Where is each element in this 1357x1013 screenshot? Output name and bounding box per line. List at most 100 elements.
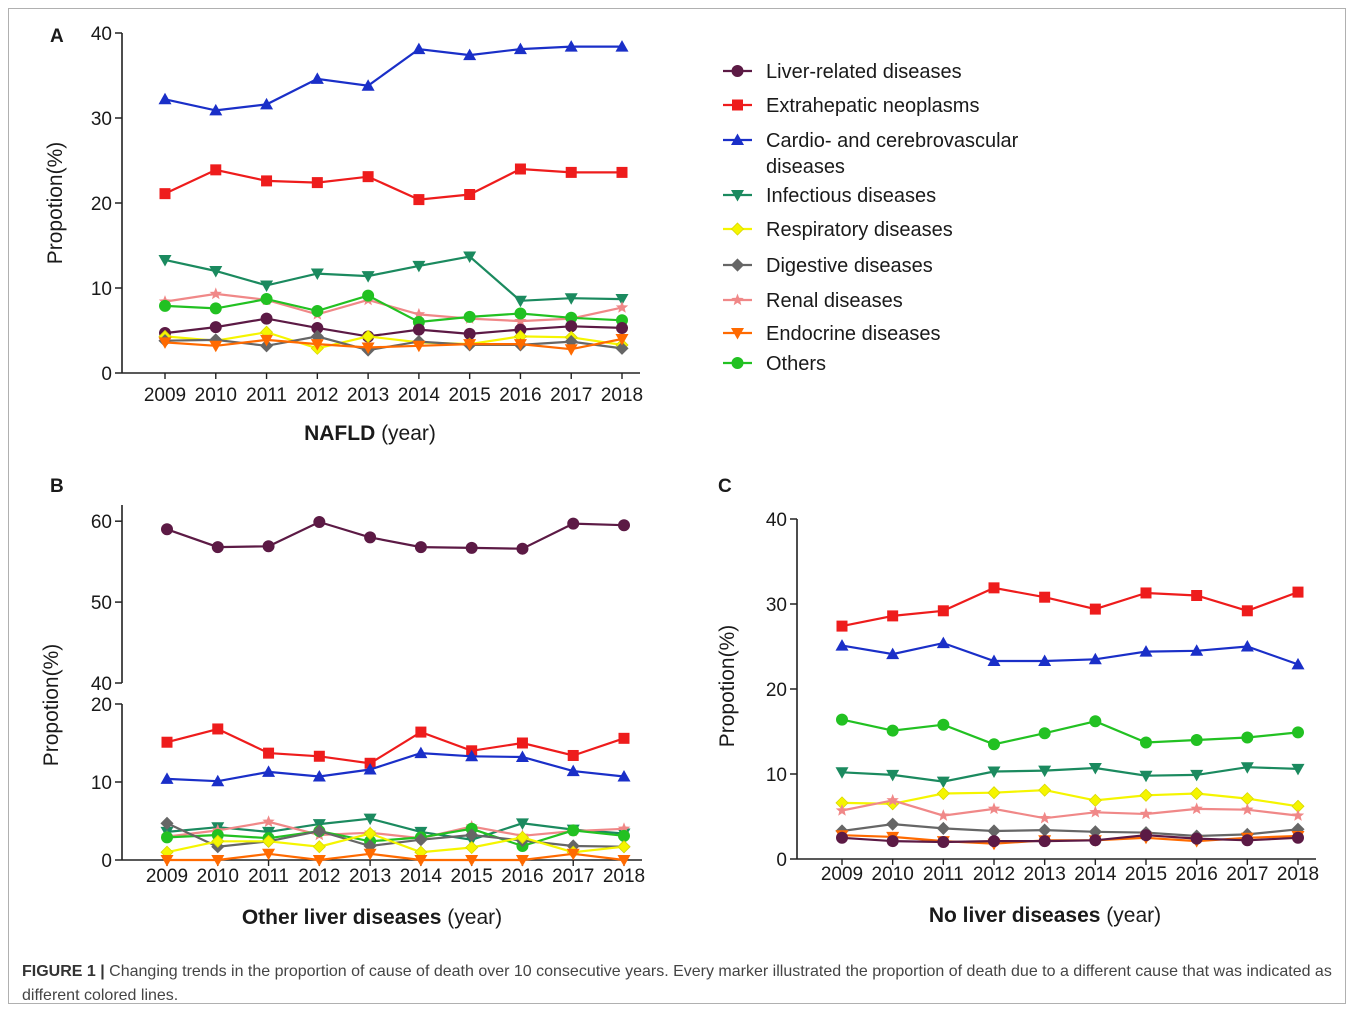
legend-item-renal-diseases: Renal diseases — [723, 290, 903, 312]
panel-a-point-others-2016 — [514, 307, 527, 320]
panel-c-line-extrahepatic-neoplasms — [841, 586, 1299, 628]
panel-a-point-infectious-diseases-2018 — [615, 294, 629, 306]
panel-c-point-liver-related-diseases-2017 — [1241, 834, 1254, 847]
panel-a-line-renal-diseases — [164, 292, 623, 323]
panel-a-line-infectious-diseases — [164, 255, 623, 302]
panel-c-xtick-2012: 2012 — [973, 864, 1015, 885]
panel-b-point-cardio-and-cerebrovascular-diseases-2009 — [160, 772, 174, 784]
legend-item-respiratory-diseases: Respiratory diseases — [723, 219, 953, 241]
panel-b-point-liver-related-diseases-2012 — [313, 515, 326, 528]
panel-b-point-endocrine-diseases-2014 — [414, 855, 428, 867]
panel-c-point-renal-diseases-2016 — [1190, 802, 1203, 815]
panel-c-ytick-30: 30 — [766, 595, 787, 616]
panel-b-xtick-2010: 2010 — [197, 866, 239, 887]
panel-c-point-liver-related-diseases-2018 — [1292, 831, 1304, 844]
panel-b-point-liver-related-diseases-2011 — [262, 540, 275, 553]
panel-a-ytick-40: 40 — [91, 24, 112, 45]
legend-item-endocrine-diseases: Endocrine diseases — [723, 323, 941, 345]
panel-c-point-renal-diseases-2014 — [1089, 805, 1102, 818]
panel-c-point-others-2016 — [1190, 734, 1203, 746]
panel-c-point-extrahepatic-neoplasms-2009 — [836, 620, 848, 632]
panel-c-line-infectious-diseases — [841, 766, 1299, 783]
panel-a-point-cardio-and-cerebrovascular-diseases-2014 — [412, 42, 426, 55]
panel-a-series-endocrine-diseases — [158, 334, 629, 356]
panel-c-point-extrahepatic-neoplasms-2016 — [1191, 590, 1203, 601]
panel-b-point-infectious-diseases-2013 — [363, 813, 377, 826]
panel-a-point-endocrine-diseases-2015 — [463, 339, 477, 351]
panel-a-point-digestive-diseases-2018 — [615, 341, 629, 355]
panel-c-xtick-2009: 2009 — [821, 864, 863, 885]
panel-b-point-extrahepatic-neoplasms-2016 — [516, 737, 528, 749]
legend-label-line2: diseases — [766, 156, 845, 178]
panel-a-point-endocrine-diseases-2014 — [412, 340, 426, 353]
panel-a-xtick-2015: 2015 — [449, 385, 491, 406]
panel-b-point-respiratory-diseases-2013 — [363, 826, 377, 841]
panel-a-series-infectious-diseases — [158, 251, 629, 308]
panel-c-series-infectious-diseases — [835, 762, 1305, 789]
panel-c-point-liver-related-diseases-2015 — [1140, 829, 1152, 842]
panel-c-point-infectious-diseases-2015 — [1139, 770, 1153, 783]
panel-c: 0 10 20 30 40 2009 2010 2011 2012 2013 2014 2015 201… — [716, 510, 1319, 927]
panel-a-point-liver-related-diseases-2010 — [209, 321, 222, 334]
panel-letter-b: B — [50, 476, 64, 497]
panel-c-point-cardio-and-cerebrovascular-diseases-2012 — [987, 654, 1001, 666]
panel-c-point-extrahepatic-neoplasms-2015 — [1140, 587, 1152, 599]
panel-a-point-others-2010 — [209, 302, 222, 315]
panel-b-point-respiratory-diseases-2018 — [617, 840, 631, 854]
panel-c-xtick-2013: 2013 — [1024, 864, 1066, 885]
panel-c-point-extrahepatic-neoplasms-2012 — [988, 582, 1000, 594]
panel-c-series-liver-related-diseases — [836, 829, 1304, 848]
panel-b-ytick-40: 40 — [91, 674, 112, 695]
panel-b-xlabel: Other liver diseases (year) — [242, 906, 502, 929]
panel-b-xtick-2013: 2013 — [349, 866, 391, 887]
panel-b-point-cardio-and-cerebrovascular-diseases-2017 — [566, 764, 580, 777]
panel-b-point-renal-diseases-2011 — [262, 815, 275, 827]
panel-b-point-respiratory-diseases-2015 — [465, 840, 479, 855]
panel-b-line-endocrine-diseases — [167, 852, 625, 862]
panel-b-point-endocrine-diseases-2009 — [160, 855, 174, 867]
panel-a-point-cardio-and-cerebrovascular-diseases-2016 — [513, 42, 527, 55]
panel-c-line-renal-diseases — [841, 799, 1299, 820]
panel-c-point-infectious-diseases-2017 — [1240, 762, 1254, 774]
panel-a-point-endocrine-diseases-2012 — [310, 339, 324, 351]
panel-a-series-cardio-and-cerebrovascular-diseases — [158, 40, 629, 116]
panel-letter-c: C — [718, 476, 732, 497]
panel-b-xlabel-cohort: Other liver diseases — [242, 906, 442, 929]
panel-b-point-liver-related-diseases-2015 — [465, 541, 478, 554]
panel-a-xtick-2010: 2010 — [195, 385, 237, 406]
legend-item-liver-related-diseases: Liver-related diseases — [723, 61, 962, 83]
panel-b-point-extrahepatic-neoplasms-2017 — [567, 749, 579, 761]
panel-b-point-respiratory-diseases-2016 — [515, 830, 530, 844]
panel-c-point-infectious-diseases-2016 — [1190, 769, 1204, 782]
panel-b-ytick-60: 60 — [91, 512, 112, 533]
panel-a-series-extrahepatic-neoplasms — [159, 163, 628, 206]
legend-label: Extrahepatic neoplasms — [766, 95, 979, 117]
panel-a-point-extrahepatic-neoplasms-2011 — [261, 175, 273, 187]
panel-b-point-endocrine-diseases-2018 — [617, 855, 631, 867]
panel-c-ytick-20: 20 — [766, 680, 787, 701]
panel-a-point-infectious-diseases-2013 — [361, 271, 375, 283]
legend-item-extrahepatic-neoplasms: Extrahepatic neoplasms — [723, 95, 979, 117]
panel-c-point-cardio-and-cerebrovascular-diseases-2011 — [936, 636, 950, 649]
panel-a-line-endocrine-diseases — [164, 337, 623, 351]
panel-a-series-others — [159, 289, 628, 328]
panel-c-series-cardio-and-cerebrovascular-diseases — [835, 636, 1305, 670]
legend-swatch-marker — [730, 258, 745, 272]
panel-a-xtick-2012: 2012 — [296, 385, 338, 406]
panel-b-point-extrahepatic-neoplasms-2012 — [313, 750, 325, 762]
panel-b-series-cardio-and-cerebrovascular-diseases — [160, 746, 631, 787]
panel-b-series-liver-related-diseases — [161, 515, 630, 555]
panel-b-line-liver-related-diseases — [166, 520, 625, 550]
panel-a-ytick-0: 0 — [101, 364, 112, 385]
panel-b-point-cardio-and-cerebrovascular-diseases-2014 — [414, 746, 428, 759]
panel-c-point-liver-related-diseases-2010 — [886, 835, 899, 848]
panel-c-point-others-2013 — [1038, 727, 1051, 740]
panel-a-line-liver-related-diseases — [164, 317, 623, 338]
panel-a-xtick-2011: 2011 — [246, 385, 287, 406]
panel-c-xlabel-cohort: No liver diseases — [929, 904, 1101, 927]
panel-c-point-infectious-diseases-2014 — [1088, 763, 1102, 775]
panel-b-line-cardio-and-cerebrovascular-diseases — [166, 751, 625, 783]
panel-c-xtick-2014: 2014 — [1074, 864, 1117, 885]
panel-a-point-endocrine-diseases-2017 — [564, 344, 578, 356]
